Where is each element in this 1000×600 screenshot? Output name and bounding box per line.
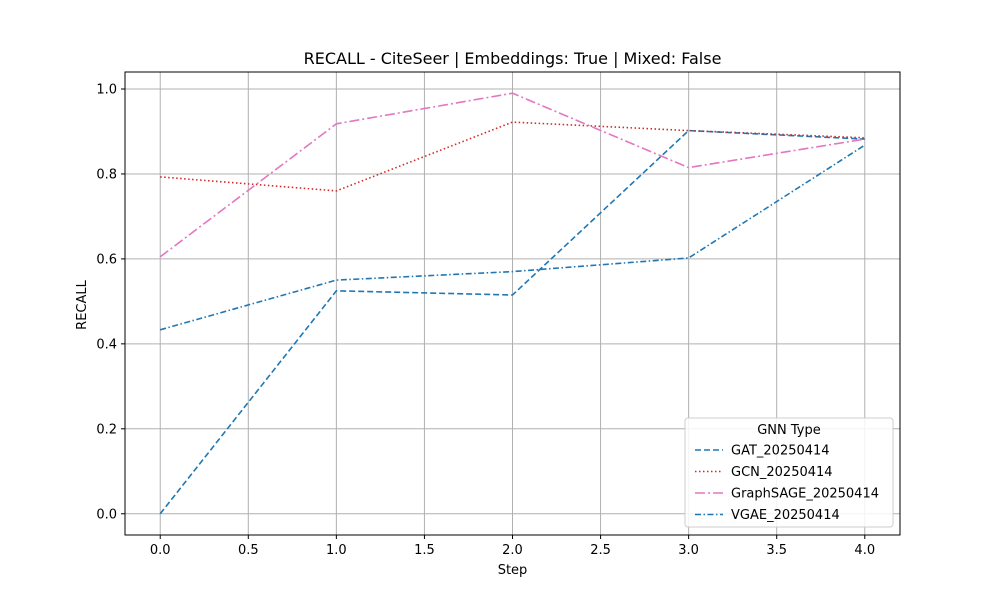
data-point-vgae-20250414 bbox=[687, 257, 689, 259]
data-point-gcn-20250414 bbox=[335, 190, 337, 192]
x-tick-label: 3.0 bbox=[678, 543, 699, 558]
x-tick-label: 4.0 bbox=[854, 543, 875, 558]
chart-title: RECALL - CiteSeer | Embeddings: True | M… bbox=[304, 49, 722, 68]
legend-items: GAT_20250414 GCN_20250414 GraphSAGE_202504… bbox=[695, 444, 879, 523]
data-point-graphsage-20250414 bbox=[159, 256, 161, 258]
x-tick-label: 0.0 bbox=[150, 543, 171, 558]
x-tick-label: 0.5 bbox=[238, 543, 259, 558]
data-point-gat-20250414 bbox=[159, 513, 161, 515]
data-point-gat-20250414 bbox=[511, 294, 513, 296]
data-point-graphsage-20250414 bbox=[335, 123, 337, 125]
data-point-vgae-20250414 bbox=[511, 270, 513, 272]
legend-label: VGAE_20250414 bbox=[731, 508, 840, 523]
legend-box bbox=[684, 417, 894, 528]
y-tick-label: 0.6 bbox=[96, 252, 117, 267]
y-tick-label: 0.8 bbox=[96, 167, 117, 182]
x-axis-label: Step bbox=[498, 563, 528, 578]
series-line-graphsage-20250414 bbox=[159, 92, 865, 258]
x-tick-label: 2.5 bbox=[590, 543, 611, 558]
x-tick-label: 2.0 bbox=[502, 543, 523, 558]
legend-label: GCN_20250414 bbox=[731, 465, 833, 480]
y-tick-label: 1.0 bbox=[96, 82, 117, 97]
y-tick-label: 0.0 bbox=[96, 507, 117, 522]
data-point-vgae-20250414 bbox=[335, 279, 337, 281]
data-point-gcn-20250414 bbox=[687, 129, 689, 131]
data-point-vgae-20250414 bbox=[159, 329, 161, 331]
x-axis: 0.0 0.5 1.0 1.5 2.0 2.5 3.0 3.5 4.0 bbox=[150, 535, 875, 558]
x-tick-label: 1.0 bbox=[326, 543, 347, 558]
x-tick-label: 1.5 bbox=[414, 543, 435, 558]
data-point-gat-20250414 bbox=[335, 290, 337, 292]
y-tick-label: 0.2 bbox=[96, 422, 117, 437]
legend: GNN Type GAT_20250414 GCN_20250414 GraphSA… bbox=[684, 417, 894, 528]
data-point-gcn-20250414 bbox=[159, 176, 161, 178]
data-point-gcn-20250414 bbox=[511, 121, 513, 123]
y-tick-label: 0.4 bbox=[96, 337, 117, 352]
series-line-gcn-20250414 bbox=[160, 121, 865, 192]
y-axis-label: RECALL bbox=[75, 279, 90, 329]
series-layer bbox=[159, 92, 866, 515]
x-tick-label: 3.5 bbox=[766, 543, 787, 558]
legend-title: GNN Type bbox=[757, 423, 821, 438]
legend-label: GAT_20250414 bbox=[731, 444, 830, 459]
data-point-graphsage-20250414 bbox=[864, 138, 866, 140]
data-point-vgae-20250414 bbox=[864, 144, 866, 146]
series-line-vgae-20250414 bbox=[159, 144, 866, 331]
data-point-graphsage-20250414 bbox=[687, 166, 689, 168]
legend-label: GraphSAGE_20250414 bbox=[731, 487, 879, 502]
y-axis: 0.0 0.2 0.4 0.6 0.8 1.0 bbox=[96, 82, 125, 522]
data-point-graphsage-20250414 bbox=[511, 92, 513, 94]
